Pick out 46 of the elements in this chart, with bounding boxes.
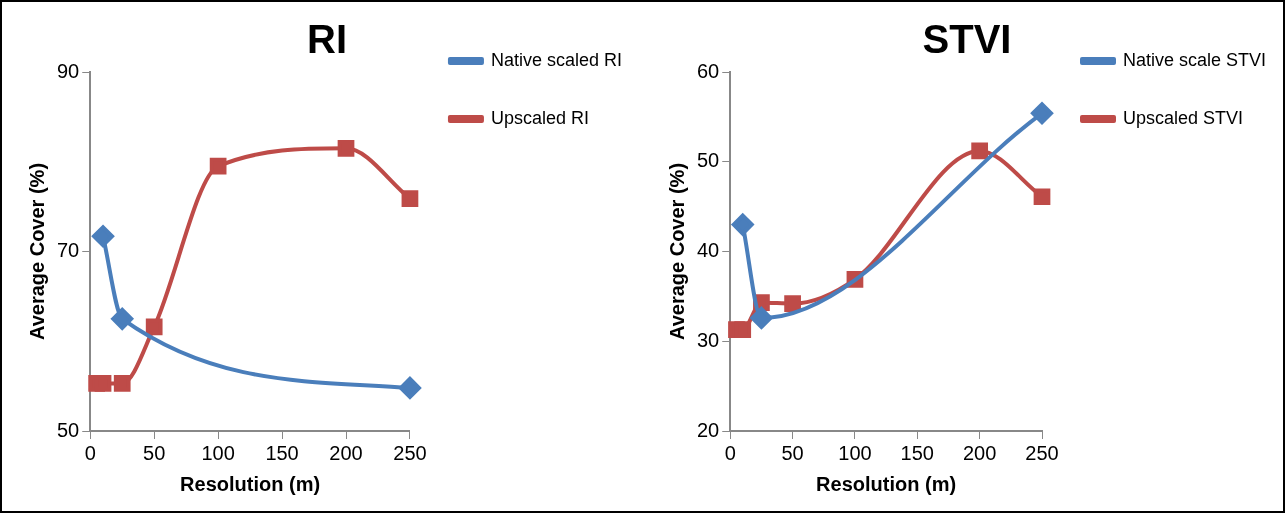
legend-label: Upscaled RI bbox=[490, 107, 589, 128]
point bbox=[337, 139, 355, 157]
point bbox=[209, 157, 227, 175]
x-tick-label: 200 bbox=[329, 441, 363, 464]
point bbox=[1031, 102, 1053, 125]
chart-title: STVI bbox=[922, 17, 1012, 62]
y-tick-label: 50 bbox=[57, 418, 80, 441]
y-axis-title: Average Cover (%) bbox=[665, 162, 688, 341]
legend-label: Upscaled STVI bbox=[1123, 107, 1244, 128]
legend-label: Native scale STVI bbox=[1123, 49, 1267, 70]
point bbox=[398, 376, 421, 399]
point bbox=[734, 321, 752, 338]
point bbox=[145, 318, 163, 336]
y-tick-label: 50 bbox=[697, 149, 720, 172]
x-tick-label: 50 bbox=[143, 441, 166, 464]
x-tick-label: 50 bbox=[781, 441, 804, 464]
point bbox=[401, 190, 419, 207]
x-tick-label: 250 bbox=[393, 441, 427, 464]
point bbox=[113, 375, 131, 392]
x-tick-label: 200 bbox=[962, 441, 997, 464]
x-tick-label: 0 bbox=[724, 441, 736, 464]
x-tick-label: 100 bbox=[838, 441, 872, 464]
legend-label: Native scaled RI bbox=[490, 49, 623, 70]
chart-title: RI bbox=[307, 17, 347, 62]
x-tick-label: 250 bbox=[1025, 441, 1059, 464]
point bbox=[92, 225, 115, 248]
y-tick-label: 40 bbox=[697, 239, 720, 262]
x-tick-label: 0 bbox=[84, 441, 96, 464]
x-axis-title: Resolution (m) bbox=[180, 472, 321, 495]
x-axis-title: Resolution (m) bbox=[816, 472, 957, 495]
point bbox=[94, 375, 112, 392]
point bbox=[750, 306, 773, 329]
y-tick-label: 30 bbox=[697, 328, 720, 351]
point bbox=[971, 142, 989, 160]
y-tick-label: 60 bbox=[697, 59, 720, 82]
point bbox=[784, 295, 801, 312]
point bbox=[1033, 188, 1051, 206]
y-axis-title: Average Cover (%) bbox=[25, 162, 48, 341]
y-tick-label: 90 bbox=[57, 59, 80, 82]
x-tick-label: 150 bbox=[265, 441, 299, 464]
point bbox=[731, 213, 754, 236]
point bbox=[111, 307, 134, 330]
x-tick-label: 100 bbox=[201, 441, 235, 464]
y-tick-label: 20 bbox=[697, 418, 720, 441]
x-tick-label: 150 bbox=[900, 441, 934, 464]
y-tick-label: 70 bbox=[57, 239, 80, 262]
